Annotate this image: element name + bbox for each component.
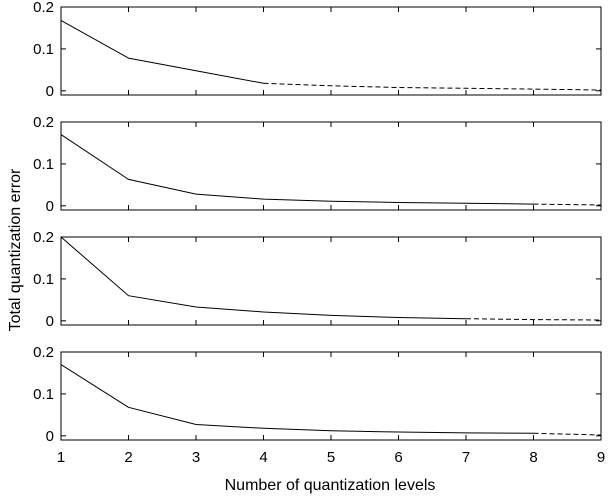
x-tick-label: 9 [597, 449, 605, 466]
y-tick-label: 0.2 [33, 0, 54, 16]
x-tick-label: 3 [192, 449, 200, 466]
series-line-solid [60, 364, 534, 434]
y-tick-label: 0 [46, 198, 54, 215]
x-tick-label: 5 [327, 449, 335, 466]
y-tick-label: 0 [46, 83, 54, 100]
x-tick-label: 8 [529, 449, 537, 466]
y-axis-label: Total quantization error [7, 168, 24, 331]
x-tick-label: 7 [462, 449, 470, 466]
axes-box [60, 6, 602, 96]
subplot-2: 0 0.1 0.2 [33, 114, 602, 215]
x-tick-label: 2 [124, 449, 132, 466]
axes-box [60, 121, 602, 211]
y-tick-label: 0 [46, 313, 54, 330]
series-line-dashed [533, 432, 602, 436]
y-tick-label: 0.2 [33, 344, 54, 361]
x-axis-label: Number of quantization levels [225, 477, 436, 494]
axes-box [60, 351, 602, 441]
subplot-3: 0 0.1 0.2 [33, 229, 602, 330]
y-tick-label: 0.1 [33, 156, 54, 173]
y-tick-label: 0.2 [33, 229, 54, 246]
x-tick-label: 4 [259, 449, 267, 466]
y-tick-label: 0.1 [33, 386, 54, 403]
y-tick-label: 0 [46, 428, 54, 445]
series-line-solid [60, 134, 534, 205]
series-line-dashed [465, 318, 602, 321]
x-tick-label: 6 [394, 449, 402, 466]
subplots: 0 0.1 0.2 0 0.1 0.2 0 0.1 0.2 0 0.1 0.2 1 2 3 4 5 6 7 8 9 [33, 0, 605, 466]
y-tick-label: 0.1 [33, 271, 54, 288]
subplot-4: 0 0.1 0.2 1 2 3 4 5 6 7 8 9 [33, 344, 605, 466]
series-line-dashed [263, 82, 602, 91]
axes-box [60, 236, 602, 326]
series-line-dashed [533, 203, 602, 206]
subplot-1: 0 0.1 0.2 [33, 0, 602, 100]
y-tick-label: 0.2 [33, 114, 54, 131]
x-tick-label: 1 [57, 449, 65, 466]
series-line-solid [60, 19, 264, 84]
y-tick-label: 0.1 [33, 41, 54, 58]
series-line-solid [60, 236, 467, 320]
